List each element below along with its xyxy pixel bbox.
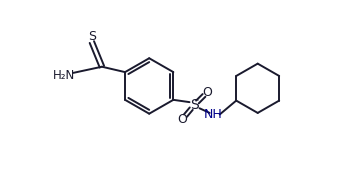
Text: O: O	[202, 86, 212, 99]
Text: H₂N: H₂N	[53, 69, 75, 82]
Text: S: S	[190, 98, 198, 112]
Text: O: O	[177, 113, 188, 126]
Text: S: S	[88, 30, 96, 43]
Text: NH: NH	[204, 108, 223, 121]
